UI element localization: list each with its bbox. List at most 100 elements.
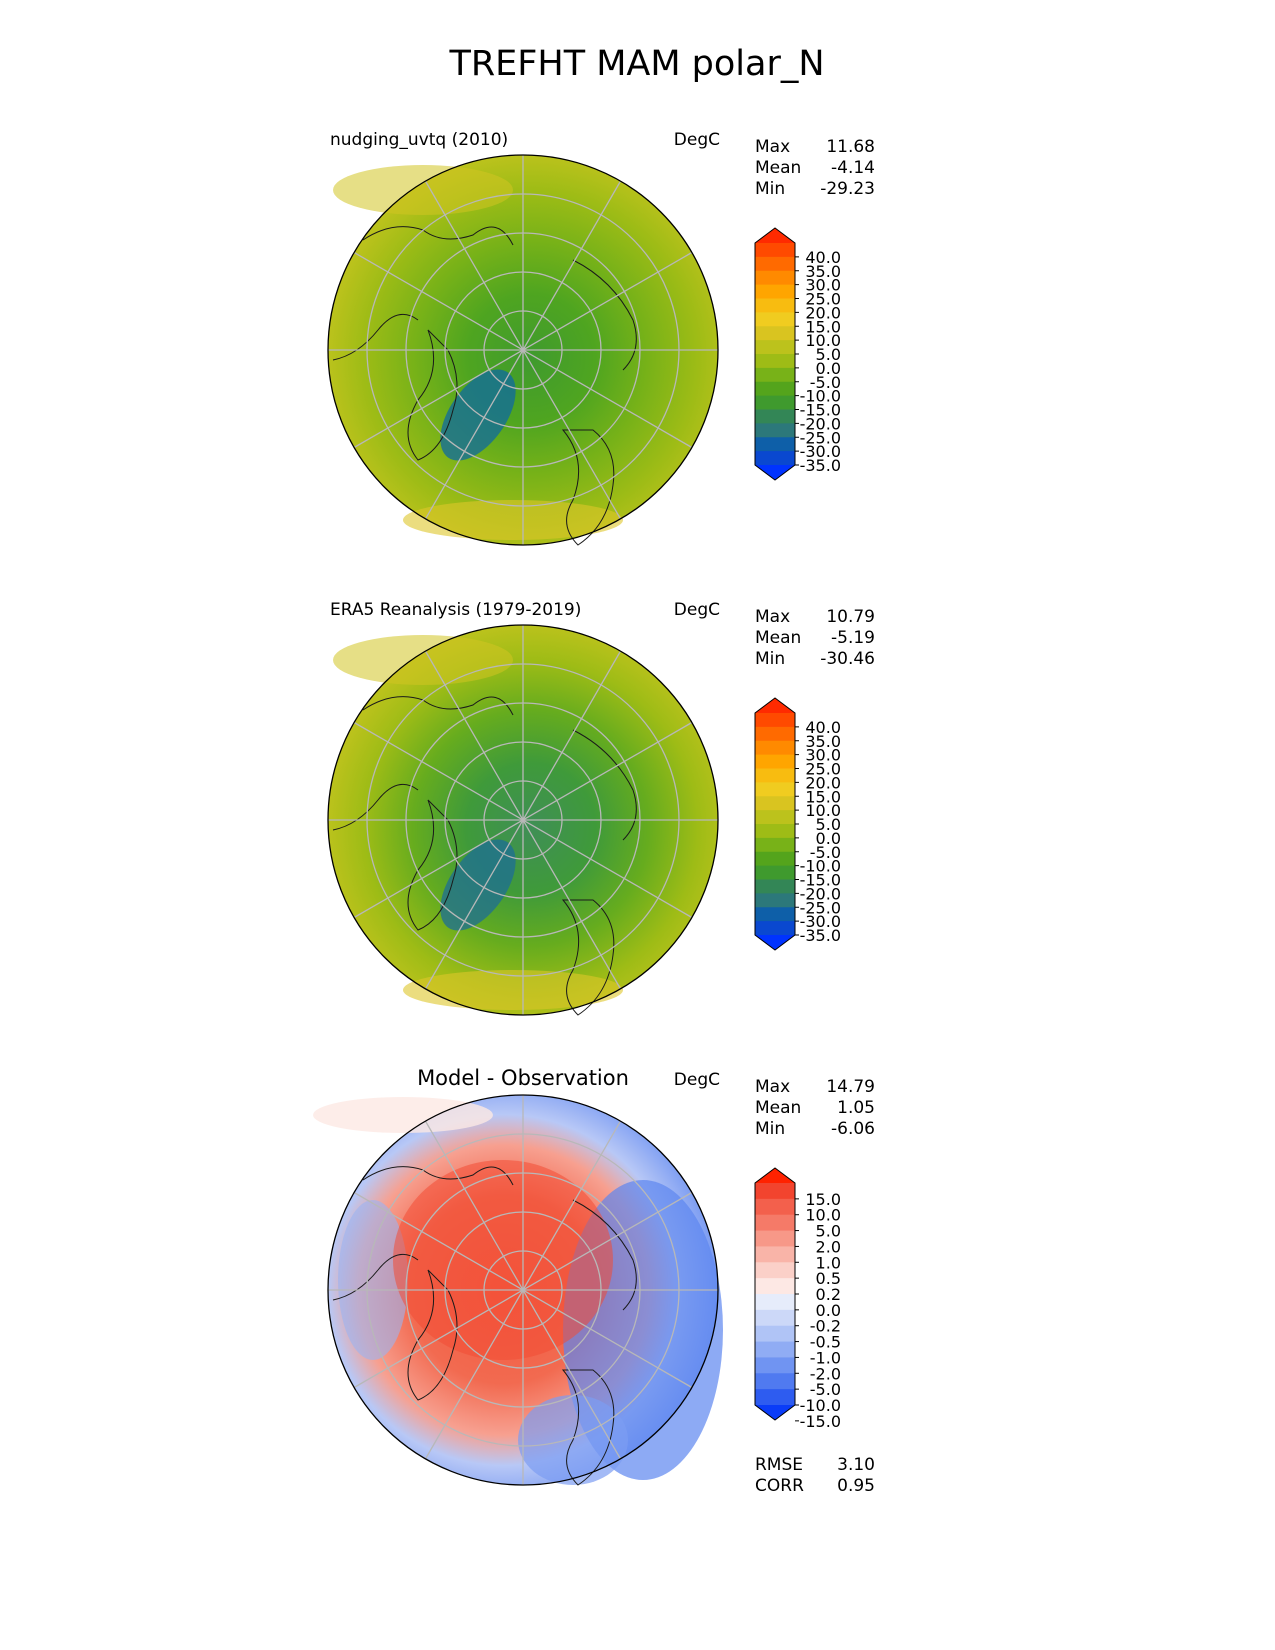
stat-label-max: Max	[755, 1077, 790, 1097]
colorbar-tick-label: 15.0	[805, 787, 841, 806]
colorbar-segment	[755, 879, 795, 894]
colorbar-segment	[755, 837, 795, 853]
colorbar-tick-label: -15.0	[800, 871, 841, 890]
coastline	[407, 799, 458, 931]
stat-label-max: Max	[755, 137, 790, 157]
colorbar-extend-min	[755, 465, 795, 480]
colorbar-segment	[755, 1262, 795, 1279]
colorbar-tick-label: 15.0	[805, 317, 841, 336]
cold-anomaly-greenland	[440, 839, 516, 931]
colorbar-tick-label: 25.0	[805, 760, 841, 779]
colorbar-tick-label: -25.0	[800, 428, 841, 447]
colorbar-segment	[755, 256, 795, 272]
neutral-band	[313, 1097, 493, 1133]
colorbar-tick-label: 25.0	[805, 290, 841, 309]
stat-label-min: Min	[755, 179, 785, 199]
stat-value-min: -29.23	[820, 179, 875, 199]
coastline	[561, 899, 615, 1016]
colorbar-segment	[755, 810, 795, 825]
stat-label-min: Min	[755, 649, 785, 669]
coastline	[362, 1166, 514, 1186]
stat-value-max: 11.68	[826, 137, 875, 157]
colorbar-segment	[755, 326, 795, 341]
colorbar-tick-label: -20.0	[800, 414, 841, 433]
colorbar-tick-label: -25.0	[800, 898, 841, 917]
colorbar-extend-min	[755, 1405, 795, 1420]
map-boundary	[327, 154, 719, 546]
colorbar-tick-label: 15.0	[805, 1190, 841, 1209]
colorbar-tick-label: -0.5	[810, 1333, 841, 1352]
colorbar-extend-max	[755, 1168, 795, 1183]
colorbar-tick-label: 40.0	[805, 248, 841, 267]
colorbar-extend-min	[755, 935, 795, 950]
colorbar-tick-label: -0.2	[810, 1317, 841, 1336]
colorbar-segment	[755, 312, 795, 327]
colorbar-tick-label: 2.0	[816, 1237, 841, 1256]
colorbar-tick-label: -20.0	[800, 884, 841, 903]
stat-label-mean: Mean	[755, 158, 801, 178]
colorbar-segment	[755, 768, 795, 783]
colorbar-segment	[755, 754, 795, 770]
coastline	[332, 1253, 419, 1301]
colorbar-segment	[755, 782, 795, 797]
colorbar-segment	[755, 1309, 795, 1327]
cold-anomaly-greenland	[440, 369, 516, 461]
longitude-line	[353, 721, 693, 919]
units-label: DegC	[674, 130, 720, 150]
colorbar-segment	[755, 865, 795, 881]
coastline	[332, 783, 419, 831]
colorbar-tick-label: 5.0	[816, 815, 841, 834]
colorbar-tick-label: -10.0	[800, 1396, 841, 1415]
panel-2: ERA5 Reanalysis (1979-2019) DegC Max 10.79 M…	[327, 600, 875, 1016]
colorbar-tick-label: 0.0	[816, 359, 841, 378]
colorbar-tick-label: 0.5	[816, 1269, 841, 1288]
coastline	[572, 1199, 637, 1311]
colorbar-segment	[755, 1183, 795, 1200]
colorbar-tick-label: -5.0	[810, 373, 841, 392]
colorbar-segment	[755, 824, 795, 839]
stat-value-mean: -5.19	[831, 628, 875, 648]
stat-label-min: Min	[755, 1119, 785, 1139]
panel-3: Model - Observation DegC Max 14.79 Mean 1.05 M…	[313, 1066, 875, 1496]
colorbar-segment	[755, 437, 795, 452]
colorbar-tick-label: 30.0	[805, 276, 841, 295]
coastline	[362, 696, 514, 716]
colorbar-tick-label: 5.0	[816, 345, 841, 364]
coastline	[407, 1269, 458, 1401]
panel-title: Model - Observation	[417, 1066, 629, 1090]
stat-label-max: Max	[755, 607, 790, 627]
stat-value-corr: 0.95	[837, 1476, 875, 1496]
coastline	[561, 429, 615, 546]
colorbar-segment	[755, 921, 795, 936]
colorbar-tick-label: -10.0	[800, 857, 841, 876]
coastline	[407, 329, 458, 461]
colorbar-tick-label: 10.0	[805, 1206, 841, 1225]
colorbar-extend-max	[755, 698, 795, 713]
stat-label-mean: Mean	[755, 1098, 801, 1118]
coastline	[362, 226, 514, 246]
colorbar-segment	[755, 1341, 795, 1359]
colorbar-tick-label: -15.0	[800, 1412, 841, 1431]
stat-label-corr: CORR	[755, 1476, 804, 1496]
stat-value-min: -30.46	[820, 649, 875, 669]
colorbar-segment	[755, 1230, 795, 1248]
colorbar-segment	[755, 1389, 795, 1406]
colorbar-segment	[755, 451, 795, 466]
coastline	[332, 313, 419, 361]
panel-title: nudging_uvtq (2010)	[330, 130, 508, 150]
colorbar-segment	[755, 1246, 795, 1263]
colorbar-tick-label: -5.0	[810, 843, 841, 862]
colorbar-segment	[755, 340, 795, 355]
colorbar-segment	[755, 284, 795, 300]
units-label: DegC	[674, 1070, 720, 1090]
stat-value-max: 10.79	[826, 607, 875, 627]
colorbar-tick-label: 0.0	[816, 1301, 841, 1320]
colorbar-segment	[755, 367, 795, 383]
colorbar-tick-label: -35.0	[800, 456, 841, 475]
stat-value-mean: 1.05	[837, 1098, 875, 1118]
colorbar-tick-label: 0.0	[816, 829, 841, 848]
longitude-line	[353, 251, 693, 449]
colorbar-tick-label: 10.0	[805, 801, 841, 820]
colorbar-segment	[755, 1198, 795, 1216]
